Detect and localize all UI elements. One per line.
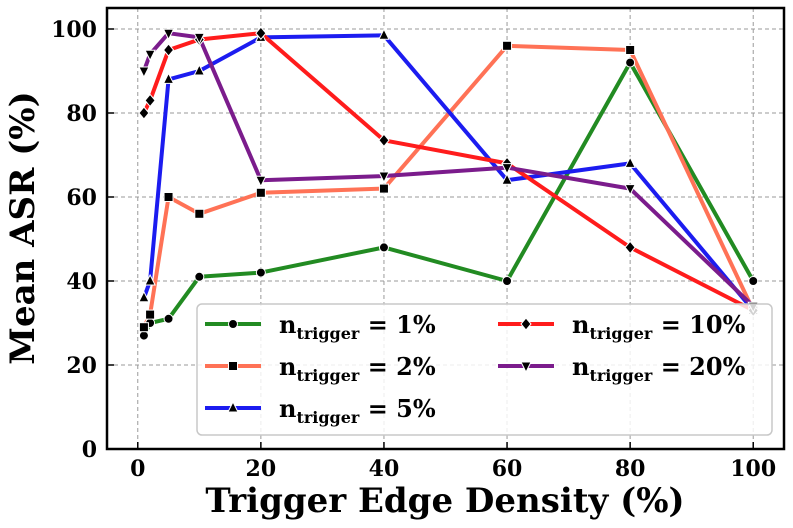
- data-point: [255, 187, 266, 198]
- series-markers: [138, 40, 759, 333]
- legend-swatch-marker: [228, 319, 238, 329]
- y-tick-label: 100: [51, 17, 97, 43]
- data-point: [193, 32, 206, 45]
- data-point: [144, 49, 156, 62]
- legend-label: ntrigger = 5%: [279, 394, 436, 427]
- legend-swatch-marker: [227, 400, 239, 413]
- data-point: [255, 267, 266, 278]
- data-point: [255, 26, 267, 40]
- x-tick-label: 0: [130, 456, 145, 482]
- data-point: [501, 163, 513, 175]
- legend-label: ntrigger = 20%: [572, 352, 746, 385]
- data-point: [138, 330, 149, 341]
- data-point: [378, 183, 389, 194]
- data-point: [255, 175, 267, 188]
- x-axis-label: Trigger Edge Density (%): [205, 481, 684, 521]
- y-axis-label: Mean ASR (%): [3, 91, 43, 364]
- legend-swatch-marker: [228, 361, 238, 371]
- data-point: [162, 72, 175, 84]
- data-point: [378, 133, 390, 148]
- axis-ticks: 0 20 40 60 80 100 0 20 40 60 80 100: [51, 17, 776, 482]
- series-line: [141, 43, 756, 330]
- data-point: [138, 322, 149, 333]
- data-point: [378, 242, 389, 253]
- x-tick-label: 80: [615, 456, 646, 482]
- data-point: [163, 192, 174, 202]
- data-point: [138, 106, 150, 120]
- data-point: [162, 43, 175, 57]
- data-point: [748, 276, 759, 286]
- data-point: [138, 290, 150, 303]
- legend-label: ntrigger = 2%: [279, 352, 436, 385]
- x-tick-label: 40: [369, 456, 400, 482]
- y-tick-label: 60: [66, 185, 97, 211]
- series-markers: [138, 57, 759, 341]
- data-point: [624, 184, 636, 196]
- legend-box: [196, 303, 773, 436]
- x-tick-label: 20: [246, 456, 277, 482]
- data-point: [193, 63, 206, 76]
- data-point: [502, 40, 513, 51]
- plot-frame: [105, 6, 786, 451]
- data-point: [378, 28, 390, 40]
- legend-label: ntrigger = 10%: [572, 310, 746, 343]
- legend-swatch-marker: [520, 361, 532, 374]
- data-point: [145, 309, 156, 320]
- data-point: [138, 66, 150, 79]
- data-point: [502, 276, 513, 286]
- y-tick-label: 0: [82, 437, 97, 463]
- legend-swatch-marker: [520, 317, 532, 331]
- data-point: [194, 271, 205, 282]
- data-point: [162, 28, 175, 41]
- data-point: [378, 171, 390, 184]
- legend: ntrigger = 1% ntrigger = 2% ntrigger = 5% n…: [196, 303, 773, 436]
- data-point: [501, 173, 513, 185]
- series-markers: [138, 28, 760, 315]
- legend-label: ntrigger = 1%: [279, 310, 436, 343]
- y-tick-label: 40: [66, 269, 97, 295]
- series-lines: [138, 26, 760, 341]
- y-tick-label: 20: [66, 353, 97, 379]
- data-point: [624, 156, 636, 168]
- data-point: [144, 273, 156, 286]
- data-point: [624, 240, 636, 255]
- x-tick-label: 60: [492, 456, 523, 482]
- data-point: [144, 93, 156, 108]
- data-point: [625, 45, 636, 55]
- data-point: [194, 208, 205, 219]
- data-point: [625, 57, 636, 68]
- x-tick-label: 100: [730, 456, 776, 482]
- data-point: [163, 313, 174, 324]
- y-tick-label: 80: [66, 101, 97, 127]
